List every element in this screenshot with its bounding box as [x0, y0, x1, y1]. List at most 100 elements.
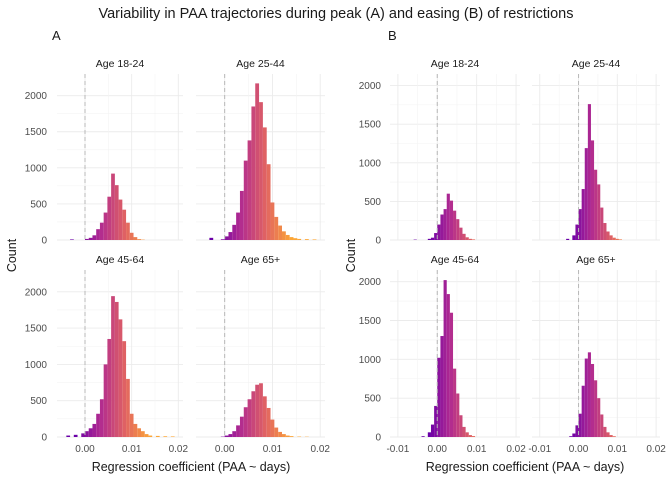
histogram-bar: [472, 436, 475, 437]
histogram-bar: [616, 239, 619, 240]
bars: [66, 296, 174, 437]
histogram-bar: [472, 239, 475, 240]
histogram-bar: [259, 383, 263, 437]
histogram-bar: [70, 239, 74, 240]
histogram-bar: [122, 210, 126, 240]
x-tick-label: -0.01: [528, 444, 551, 455]
histogram-bar: [566, 239, 569, 240]
bars: [569, 352, 616, 437]
histogram-bar: [263, 396, 267, 437]
histogram-bar: [119, 200, 123, 240]
histogram-bar: [422, 436, 425, 437]
facet-title: Age 45-64: [96, 254, 145, 266]
bars: [414, 194, 475, 240]
histogram-bar: [606, 432, 609, 437]
histogram-bar: [313, 239, 317, 240]
facet-age-25-44: Age 25-44: [196, 58, 325, 240]
histogram-bar: [610, 235, 613, 240]
histogram-bar: [440, 336, 443, 437]
histogram-bar: [263, 127, 267, 240]
histogram-bar: [293, 238, 297, 240]
histogram-bar: [278, 432, 282, 437]
bars: [209, 83, 316, 240]
histogram-bar: [431, 425, 434, 437]
y-tick-label: 2000: [359, 81, 382, 92]
histogram-bar: [450, 313, 453, 437]
histogram-bar: [282, 231, 286, 240]
histogram-bar: [156, 436, 160, 437]
x-tick-label: 0.00: [215, 444, 235, 455]
x-tick-label: 0.00: [75, 444, 95, 455]
histogram-bar: [107, 339, 111, 437]
histogram-bar: [459, 228, 462, 240]
histogram-bar: [100, 223, 104, 240]
x-tick-label: 0.00: [428, 444, 448, 455]
histogram-bar: [466, 432, 469, 437]
y-tick-label: 500: [30, 396, 47, 407]
histogram-bar: [228, 434, 232, 437]
histogram-bar: [251, 106, 255, 240]
histogram-bar: [248, 399, 252, 437]
histogram-bar: [104, 213, 108, 240]
x-tick-label: 0.02: [506, 444, 526, 455]
y-tick-label: 1000: [359, 355, 382, 366]
y-tick-label: 500: [364, 197, 381, 208]
facet-age-25-44: Age 25-44: [532, 58, 660, 240]
bars: [70, 174, 145, 240]
histogram-bar: [585, 359, 588, 437]
histogram-bar: [440, 215, 443, 240]
histogram-bar: [444, 280, 447, 437]
histogram-bar: [96, 414, 100, 437]
histogram-bar: [145, 434, 149, 437]
y-tick-label: 2000: [25, 287, 48, 298]
histogram-bar: [92, 424, 96, 437]
histogram-bar: [134, 237, 138, 240]
y-tick-label: 2000: [25, 91, 48, 102]
histogram-bar: [585, 148, 588, 240]
chart-title: Variability in PAA trajectories during p…: [99, 6, 574, 22]
histogram-bar: [134, 424, 138, 437]
histogram-bar: [462, 234, 465, 240]
histogram-bar: [591, 140, 594, 240]
histogram-bar: [444, 209, 447, 240]
histogram-bar: [597, 184, 600, 240]
histogram-bar: [244, 407, 248, 437]
histogram-bar: [115, 185, 119, 240]
histogram-bar: [428, 432, 431, 437]
histogram-bar: [597, 398, 600, 437]
y-tick-label: 0: [41, 236, 47, 247]
bars: [221, 383, 309, 437]
histogram-bar: [428, 239, 431, 240]
x-axis-title: Regression coefficient (PAA ~ days): [92, 460, 291, 474]
histogram-bar: [244, 161, 248, 240]
histogram-bar: [462, 427, 465, 437]
histogram-bar: [232, 431, 236, 437]
histogram-bar: [591, 364, 594, 437]
y-tick-label: 1500: [25, 127, 48, 138]
histogram-bar: [163, 436, 167, 437]
histogram-bar: [271, 202, 275, 240]
facet-title: Age 65+: [241, 254, 280, 266]
histogram-bar: [130, 414, 134, 437]
y-tick-label: 2000: [359, 277, 382, 288]
x-axis-title: Regression coefficient (PAA ~ days): [426, 460, 625, 474]
x-tick-label: 0.01: [122, 444, 142, 455]
histogram-bar: [100, 399, 104, 437]
y-axis-title: Count: [5, 238, 19, 272]
histogram-bar: [456, 394, 459, 437]
histogram-bar: [582, 189, 585, 240]
histogram-bar: [569, 436, 572, 437]
histogram-bar: [248, 140, 252, 240]
histogram-bar: [603, 427, 606, 437]
histogram-bar: [92, 235, 96, 240]
x-tick-label: 0.01: [467, 444, 487, 455]
histogram-bar: [610, 435, 613, 437]
histogram-bar: [278, 226, 282, 240]
histogram-bar: [115, 302, 119, 437]
histogram-bar: [600, 208, 603, 240]
histogram-bar: [274, 217, 278, 240]
